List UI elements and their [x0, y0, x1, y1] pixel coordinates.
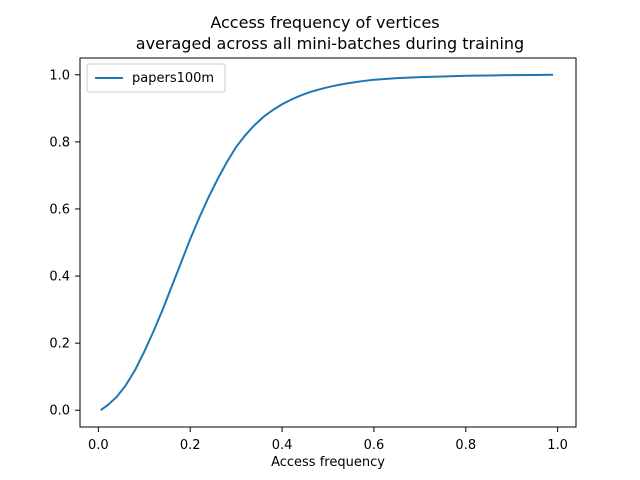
y-tick-label: 0.8	[49, 135, 70, 150]
y-tick-label: 1.0	[49, 68, 70, 83]
x-tick-label: 0.0	[88, 438, 109, 453]
series-line-papers100m	[100, 73, 554, 412]
chart-title: Access frequency of vertices	[210, 13, 439, 32]
legend-label-papers100m: papers100m	[132, 71, 214, 86]
legend-box	[86, 63, 226, 93]
y-tick-label: 0.4	[49, 270, 70, 285]
y-axis-ticks: 0.0 0.2 0.4 0.6 0.8 1.0	[49, 68, 80, 419]
x-tick-label: 0.8	[455, 438, 476, 453]
x-tick-label: 0.6	[364, 438, 385, 453]
x-axis-ticks: 0.0 0.2 0.4 0.6 0.8 1.0	[88, 427, 568, 453]
x-tick-label: 0.2	[180, 438, 201, 453]
y-tick-label: 0.6	[49, 202, 70, 217]
y-tick-label: 0.2	[49, 337, 70, 352]
chart-subtitle: averaged across all mini-batches during …	[136, 34, 524, 53]
legend: papers100m	[86, 63, 226, 93]
y-tick-label: 0.0	[49, 404, 70, 419]
x-tick-label: 1.0	[547, 438, 568, 453]
x-axis-label: Access frequency	[271, 455, 385, 470]
x-tick-label: 0.4	[272, 438, 293, 453]
plot-frame	[79, 57, 577, 428]
